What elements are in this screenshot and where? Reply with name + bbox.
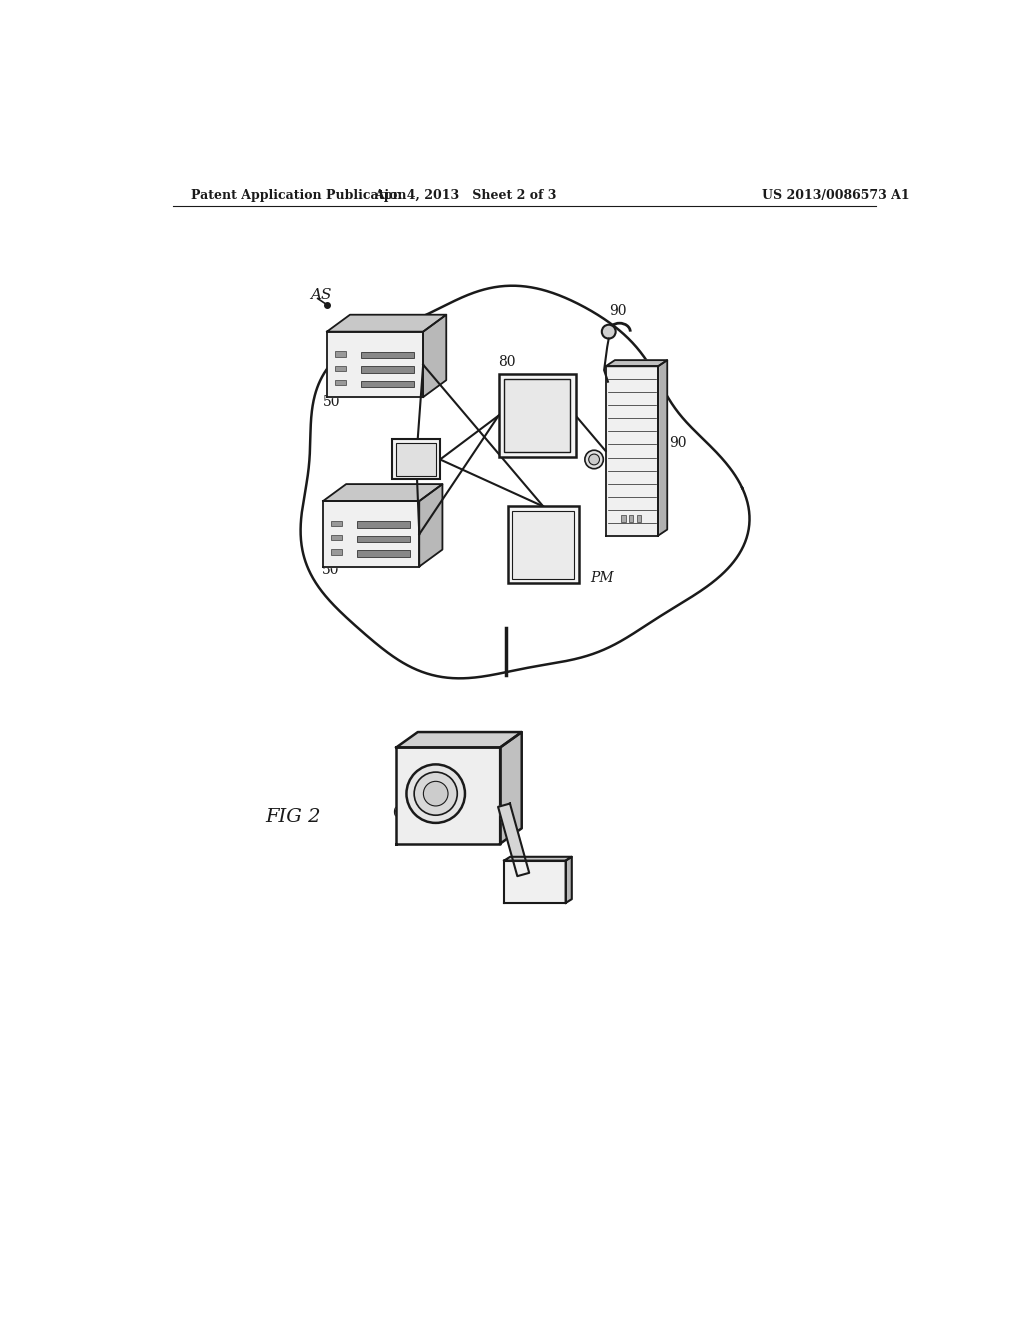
Text: FIG 2: FIG 2 <box>265 808 321 826</box>
Text: 80: 80 <box>499 355 516 370</box>
Circle shape <box>585 450 603 469</box>
Text: 90: 90 <box>609 304 627 318</box>
Polygon shape <box>323 484 442 502</box>
Text: AS: AS <box>310 288 332 302</box>
Bar <box>335 380 346 385</box>
Polygon shape <box>423 314 446 397</box>
Polygon shape <box>500 733 521 843</box>
Text: Patent Application Publication: Patent Application Publication <box>190 189 407 202</box>
Polygon shape <box>504 861 565 903</box>
Polygon shape <box>498 804 529 876</box>
Bar <box>335 366 346 371</box>
Polygon shape <box>396 733 521 747</box>
Text: 90: 90 <box>670 437 687 450</box>
Polygon shape <box>396 747 500 843</box>
Polygon shape <box>605 360 668 367</box>
Circle shape <box>589 454 599 465</box>
Bar <box>356 521 410 528</box>
Bar <box>331 549 342 554</box>
Bar <box>629 515 634 523</box>
Bar <box>356 550 410 557</box>
Circle shape <box>414 772 458 816</box>
Polygon shape <box>658 360 668 536</box>
Bar <box>331 535 342 540</box>
Polygon shape <box>419 484 442 566</box>
Text: Apr. 4, 2013   Sheet 2 of 3: Apr. 4, 2013 Sheet 2 of 3 <box>375 189 557 202</box>
Polygon shape <box>323 502 419 566</box>
Circle shape <box>423 781 449 807</box>
Bar <box>331 520 342 525</box>
Bar <box>360 352 414 359</box>
Circle shape <box>602 325 615 339</box>
Bar <box>512 511 574 579</box>
Bar <box>637 515 641 523</box>
Bar <box>360 367 414 372</box>
Polygon shape <box>605 367 658 536</box>
Text: 60: 60 <box>392 807 410 820</box>
Polygon shape <box>327 314 446 331</box>
Text: 50: 50 <box>322 564 339 577</box>
Bar <box>499 374 575 457</box>
Bar <box>335 351 346 356</box>
Circle shape <box>407 764 465 822</box>
Polygon shape <box>565 857 571 903</box>
Bar <box>504 379 570 451</box>
Text: US 2013/0086573 A1: US 2013/0086573 A1 <box>762 189 909 202</box>
Bar <box>356 536 410 543</box>
Text: 50: 50 <box>323 396 341 409</box>
Bar <box>396 444 436 475</box>
Bar <box>360 380 414 387</box>
Bar <box>508 507 579 583</box>
Polygon shape <box>504 857 571 861</box>
Text: PM: PM <box>590 572 613 585</box>
Bar <box>392 440 440 479</box>
Polygon shape <box>327 331 423 397</box>
Bar <box>622 515 626 523</box>
